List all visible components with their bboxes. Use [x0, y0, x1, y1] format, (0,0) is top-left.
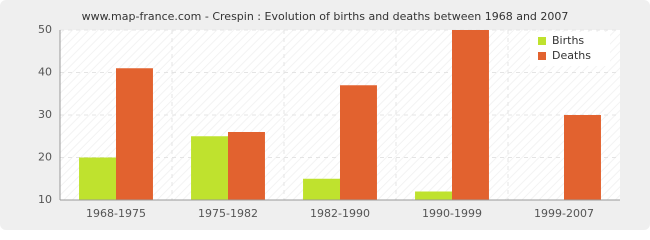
- chart-title: www.map-france.com - Crespin : Evolution…: [82, 10, 569, 23]
- legend-swatch: [538, 52, 546, 60]
- legend-label: Births: [552, 34, 584, 47]
- bar: [191, 136, 228, 200]
- y-tick-label: 50: [38, 23, 52, 36]
- x-tick-label: 1968-1975: [86, 207, 146, 220]
- bar: [564, 115, 601, 200]
- y-tick-label: 30: [38, 108, 52, 121]
- x-tick-label: 1990-1999: [422, 207, 482, 220]
- legend-label: Deaths: [552, 49, 591, 62]
- x-tick-label: 1982-1990: [310, 207, 370, 220]
- chart: www.map-france.com - Crespin : Evolution…: [0, 0, 650, 230]
- bar: [116, 68, 153, 200]
- y-tick-label: 40: [38, 66, 52, 79]
- bar: [228, 132, 265, 200]
- bar: [415, 191, 452, 200]
- bar: [79, 157, 116, 200]
- x-tick-label: 1999-2007: [534, 207, 594, 220]
- x-tick-label: 1975-1982: [198, 207, 258, 220]
- legend-swatch: [538, 37, 546, 45]
- bar: [340, 85, 377, 200]
- bar: [303, 178, 340, 200]
- y-tick-label: 10: [38, 193, 52, 206]
- y-tick-label: 20: [38, 151, 52, 164]
- bar: [452, 30, 489, 200]
